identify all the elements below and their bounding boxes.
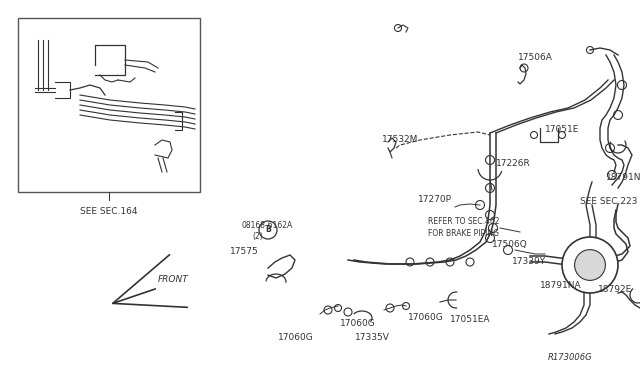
Text: R173006G: R173006G xyxy=(548,353,593,362)
Text: 17060G: 17060G xyxy=(278,334,314,343)
Text: 18791NA: 18791NA xyxy=(540,280,582,289)
Text: FOR BRAKE PIPING: FOR BRAKE PIPING xyxy=(428,228,499,237)
Text: 17051EA: 17051EA xyxy=(450,315,490,324)
Text: 17339Y: 17339Y xyxy=(512,257,546,266)
Text: 17051E: 17051E xyxy=(545,125,579,135)
Text: 17060G: 17060G xyxy=(408,314,444,323)
Text: 17060G: 17060G xyxy=(340,320,376,328)
Text: 17226R: 17226R xyxy=(496,158,531,167)
Text: 17506Q: 17506Q xyxy=(492,241,528,250)
Circle shape xyxy=(575,250,605,280)
Text: 17335V: 17335V xyxy=(355,334,390,343)
Text: 18792E: 18792E xyxy=(598,285,632,295)
Text: 17532M: 17532M xyxy=(382,135,419,144)
Text: 17506A: 17506A xyxy=(518,54,553,62)
Text: REFER TO SEC.462: REFER TO SEC.462 xyxy=(428,218,499,227)
Text: 18791N: 18791N xyxy=(606,173,640,183)
Text: 17575: 17575 xyxy=(230,247,259,257)
Text: (2): (2) xyxy=(252,232,263,241)
Text: SEE SEC.223: SEE SEC.223 xyxy=(580,198,637,206)
Bar xyxy=(18,18,200,192)
Text: SEE SEC.164: SEE SEC.164 xyxy=(80,207,138,216)
Circle shape xyxy=(562,237,618,293)
Text: 08168-6162A: 08168-6162A xyxy=(242,221,293,230)
Text: B: B xyxy=(265,225,271,234)
Text: 17270P: 17270P xyxy=(418,196,452,205)
Text: FRONT: FRONT xyxy=(158,275,189,284)
